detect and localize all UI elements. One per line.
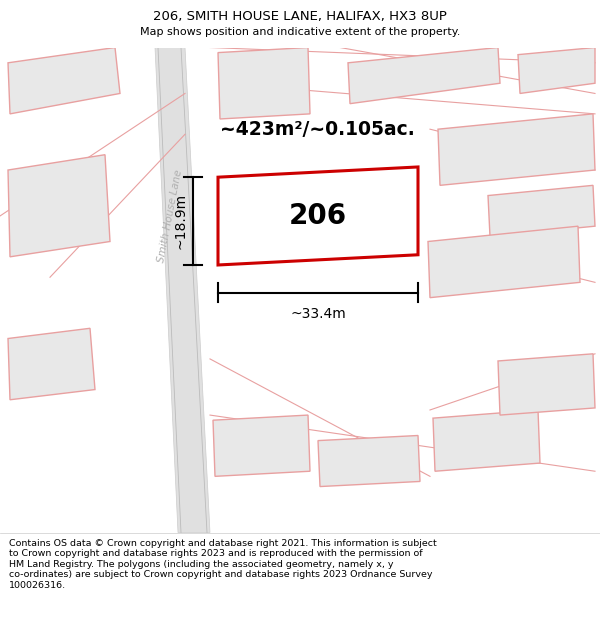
Text: ~423m²/~0.105ac.: ~423m²/~0.105ac. [220,119,415,139]
Polygon shape [518,48,595,94]
Text: Smith House Lane: Smith House Lane [156,169,184,263]
Polygon shape [218,167,418,265]
Polygon shape [8,328,95,400]
Polygon shape [433,410,540,471]
Text: Map shows position and indicative extent of the property.: Map shows position and indicative extent… [140,27,460,37]
Polygon shape [498,354,595,415]
Polygon shape [8,48,120,114]
Polygon shape [218,48,310,119]
Text: ~33.4m: ~33.4m [290,307,346,321]
Polygon shape [235,175,355,257]
Polygon shape [318,436,420,486]
Text: ~18.9m: ~18.9m [174,193,188,249]
Polygon shape [438,114,595,186]
Text: Contains OS data © Crown copyright and database right 2021. This information is : Contains OS data © Crown copyright and d… [9,539,437,589]
Polygon shape [155,48,210,532]
Polygon shape [488,186,595,236]
Polygon shape [213,415,310,476]
Polygon shape [348,48,500,104]
Polygon shape [8,155,110,257]
Text: 206: 206 [289,202,347,230]
Text: 206, SMITH HOUSE LANE, HALIFAX, HX3 8UP: 206, SMITH HOUSE LANE, HALIFAX, HX3 8UP [153,11,447,24]
Polygon shape [428,226,580,298]
